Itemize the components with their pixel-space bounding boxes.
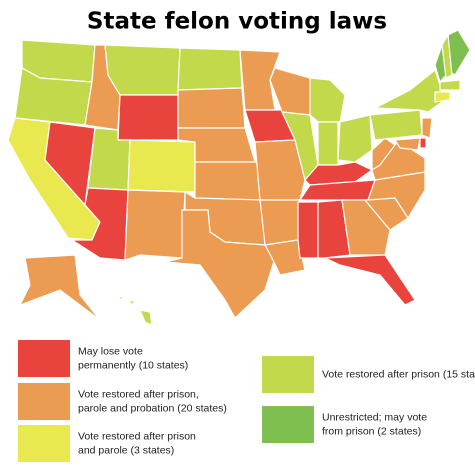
state (177, 87, 246, 129)
state (269, 67, 311, 116)
state (441, 33, 453, 79)
state (337, 114, 373, 163)
legend-swatch (262, 406, 314, 443)
legend-label: May lose vote (78, 345, 143, 357)
state (434, 91, 451, 103)
state (139, 309, 153, 326)
title: State felon voting laws (87, 9, 387, 35)
us-map (7, 29, 471, 326)
state (371, 137, 396, 172)
state (116, 295, 124, 302)
state (341, 199, 391, 256)
legend-label: permanently (10 states) (78, 359, 188, 371)
legend-swatch (18, 340, 70, 377)
legend-label: from prison (2 states) (322, 425, 421, 437)
state (18, 254, 101, 321)
state (317, 121, 339, 166)
legend-label: Vote restored after prison (78, 430, 196, 442)
state (194, 161, 261, 201)
legend-swatch (18, 425, 70, 462)
state (297, 201, 319, 259)
state (324, 254, 416, 306)
legend: May lose vote permanently (10 states) Vote… (18, 340, 475, 462)
state (126, 299, 135, 307)
state (419, 137, 427, 149)
state (127, 139, 196, 193)
state (372, 68, 446, 113)
state (317, 199, 351, 259)
legend-label: Vote restored after prison (15 states) (322, 368, 475, 380)
legend-label: Vote restored after prison, (78, 388, 199, 400)
legend-swatch (262, 356, 314, 393)
state (254, 139, 306, 201)
state (104, 44, 181, 96)
state (264, 239, 306, 276)
legend-label: and parole (3 states) (78, 444, 174, 456)
state (177, 47, 243, 91)
state (117, 94, 179, 141)
state (439, 79, 461, 91)
state (393, 137, 421, 151)
state (421, 117, 433, 139)
legend-swatch (18, 383, 70, 420)
state (239, 49, 281, 111)
state (309, 77, 346, 123)
state (259, 199, 301, 246)
state (124, 189, 186, 261)
legend-label: Unrestricted; may vote (322, 411, 427, 423)
state (369, 109, 423, 141)
state (164, 209, 276, 319)
legend-label: parole and probation (20 states) (78, 402, 227, 414)
